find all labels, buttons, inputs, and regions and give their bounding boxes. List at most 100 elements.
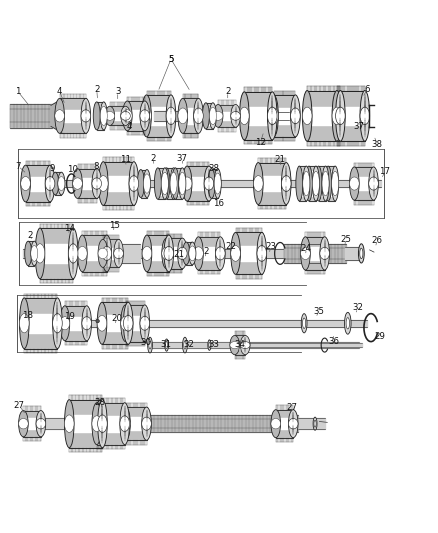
Ellipse shape	[300, 247, 310, 260]
Ellipse shape	[288, 410, 298, 438]
Polygon shape	[55, 172, 61, 195]
Polygon shape	[299, 171, 306, 196]
Circle shape	[236, 112, 239, 116]
Polygon shape	[206, 107, 213, 125]
Ellipse shape	[166, 342, 168, 349]
Ellipse shape	[121, 407, 131, 440]
Ellipse shape	[194, 247, 203, 260]
Text: 21: 21	[173, 250, 184, 259]
Ellipse shape	[140, 110, 150, 122]
Text: 2: 2	[150, 154, 155, 163]
Polygon shape	[187, 166, 209, 201]
Ellipse shape	[332, 107, 342, 125]
Ellipse shape	[312, 166, 319, 201]
Ellipse shape	[82, 306, 92, 341]
Polygon shape	[166, 247, 182, 260]
Ellipse shape	[36, 410, 46, 437]
Ellipse shape	[257, 232, 267, 274]
Ellipse shape	[288, 418, 298, 429]
Ellipse shape	[82, 317, 92, 330]
Ellipse shape	[360, 91, 370, 141]
Ellipse shape	[121, 316, 131, 330]
Ellipse shape	[184, 341, 186, 349]
Ellipse shape	[194, 237, 203, 270]
Ellipse shape	[257, 246, 267, 261]
Text: 2: 2	[203, 247, 208, 256]
Text: 27: 27	[14, 401, 25, 410]
Ellipse shape	[336, 91, 345, 141]
Polygon shape	[11, 103, 52, 128]
Ellipse shape	[172, 168, 179, 199]
Ellipse shape	[345, 312, 351, 334]
Ellipse shape	[35, 244, 45, 263]
Ellipse shape	[120, 416, 130, 432]
Ellipse shape	[369, 167, 378, 200]
Ellipse shape	[254, 176, 263, 191]
Ellipse shape	[313, 417, 317, 430]
Ellipse shape	[271, 410, 281, 438]
Ellipse shape	[183, 337, 187, 353]
Ellipse shape	[315, 166, 322, 201]
Ellipse shape	[123, 101, 132, 131]
Text: 26: 26	[371, 236, 382, 245]
Polygon shape	[65, 317, 87, 330]
Polygon shape	[198, 237, 220, 270]
Polygon shape	[70, 415, 298, 432]
Polygon shape	[121, 244, 141, 263]
Ellipse shape	[162, 247, 171, 260]
Ellipse shape	[208, 343, 210, 348]
Ellipse shape	[148, 337, 152, 353]
Polygon shape	[28, 241, 34, 265]
Polygon shape	[69, 400, 102, 448]
Ellipse shape	[254, 163, 263, 205]
Polygon shape	[274, 108, 295, 124]
Polygon shape	[354, 177, 374, 190]
Ellipse shape	[214, 169, 221, 198]
Ellipse shape	[204, 166, 214, 201]
Text: 29: 29	[374, 332, 385, 341]
Ellipse shape	[178, 99, 187, 133]
Ellipse shape	[282, 176, 291, 191]
Polygon shape	[147, 95, 171, 137]
Polygon shape	[175, 168, 182, 199]
Ellipse shape	[177, 247, 187, 260]
Polygon shape	[276, 410, 293, 438]
Ellipse shape	[194, 99, 203, 133]
Text: 4: 4	[127, 122, 132, 131]
Ellipse shape	[105, 111, 115, 120]
Ellipse shape	[170, 172, 177, 195]
Ellipse shape	[231, 104, 240, 127]
Ellipse shape	[301, 313, 307, 333]
Text: 27: 27	[287, 402, 298, 411]
Polygon shape	[103, 248, 119, 259]
Ellipse shape	[64, 400, 74, 448]
Ellipse shape	[305, 166, 312, 201]
Ellipse shape	[142, 246, 152, 261]
Polygon shape	[318, 171, 325, 196]
Polygon shape	[337, 91, 365, 141]
Polygon shape	[55, 176, 61, 190]
Polygon shape	[82, 246, 107, 261]
Polygon shape	[244, 92, 272, 140]
Ellipse shape	[163, 168, 170, 199]
Ellipse shape	[55, 110, 64, 122]
Polygon shape	[23, 410, 41, 437]
Ellipse shape	[121, 106, 131, 125]
Ellipse shape	[68, 228, 78, 279]
Ellipse shape	[213, 104, 223, 127]
Ellipse shape	[73, 169, 82, 198]
Ellipse shape	[58, 172, 65, 195]
Ellipse shape	[268, 107, 277, 125]
Polygon shape	[307, 91, 340, 141]
Ellipse shape	[183, 242, 190, 265]
Ellipse shape	[269, 108, 279, 124]
Ellipse shape	[179, 172, 186, 195]
Ellipse shape	[21, 176, 30, 190]
Text: 14: 14	[64, 223, 75, 232]
Ellipse shape	[346, 318, 350, 329]
Ellipse shape	[142, 407, 151, 440]
Polygon shape	[40, 244, 73, 263]
Ellipse shape	[161, 168, 168, 199]
Ellipse shape	[358, 244, 364, 263]
Ellipse shape	[55, 99, 64, 133]
